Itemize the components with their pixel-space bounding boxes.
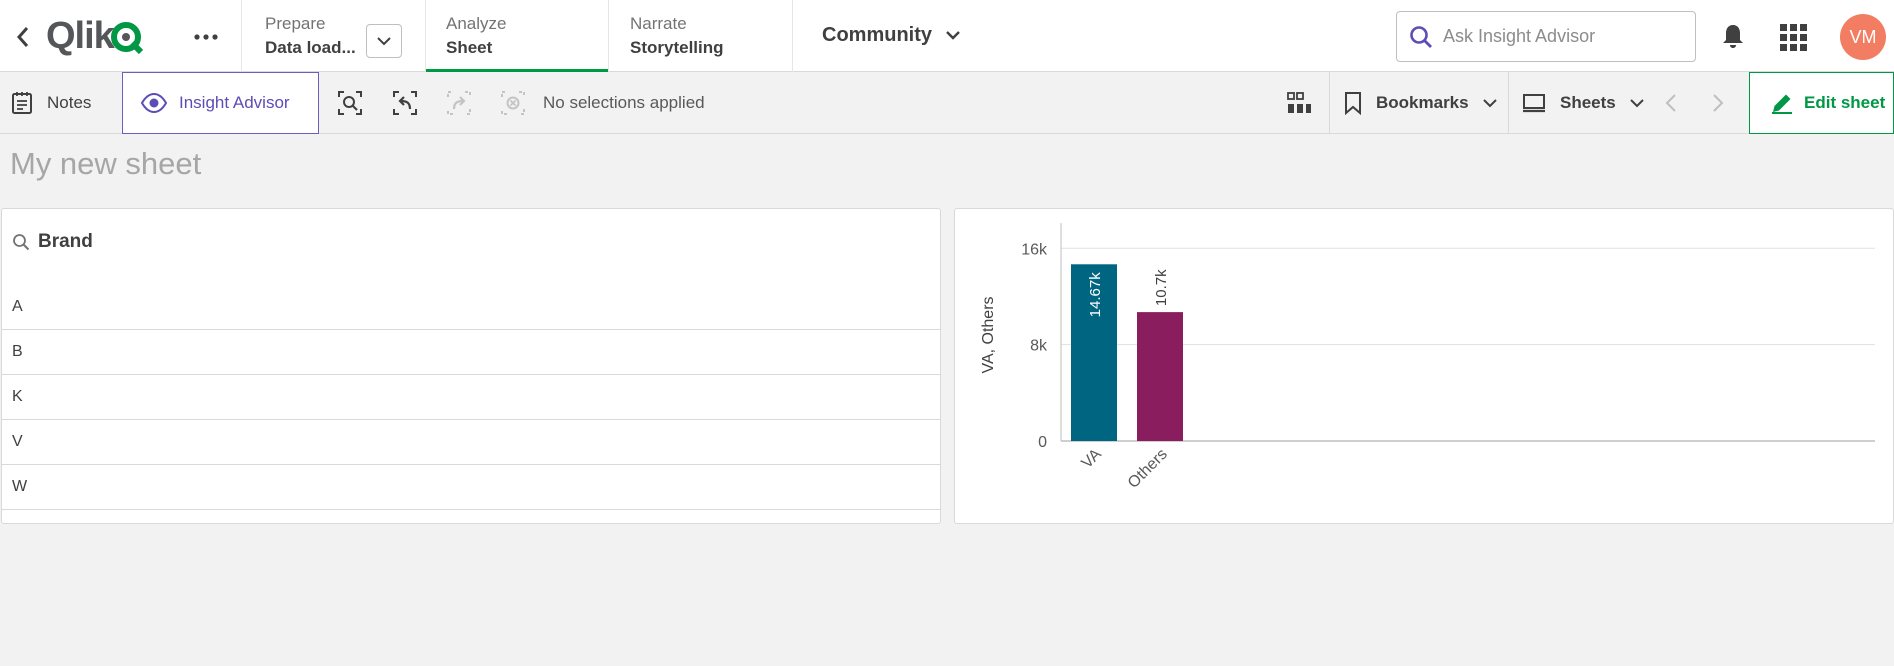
bookmarks-label: Bookmarks	[1376, 93, 1469, 112]
x-tick-label: Others	[1125, 446, 1171, 492]
edit-sheet-label: Edit sheet	[1804, 93, 1886, 112]
sheets-label: Sheets	[1560, 93, 1616, 112]
tab-analyze-value: Sheet	[446, 38, 493, 57]
edit-sheet-button[interactable]: Edit sheet	[1749, 72, 1894, 134]
tab-analyze[interactable]: Analyze Sheet	[426, 0, 608, 72]
tab-narrate-value: Storytelling	[630, 38, 724, 57]
filter-title: Brand	[38, 231, 93, 252]
bookmarks-button[interactable]: Bookmarks	[1344, 72, 1497, 134]
clear-selections-icon[interactable]	[498, 88, 528, 118]
nav-divider	[792, 0, 793, 72]
previous-sheet-icon[interactable]	[1656, 88, 1686, 118]
list-item[interactable]: K	[2, 375, 940, 420]
tab-prepare-value: Data load...	[265, 38, 356, 57]
selection-status: No selections applied	[543, 93, 705, 112]
list-item[interactable]: A	[2, 285, 940, 330]
bar-chart[interactable]: 0 8k 16k VA, Others 14.67k VA 10.7k Others	[955, 209, 1893, 523]
list-item-label: B	[12, 343, 23, 360]
chevron-down-icon	[1482, 98, 1497, 107]
list-item-label: W	[12, 478, 28, 495]
avatar[interactable]: VM	[1840, 14, 1886, 60]
insight-advisor-eye-icon	[141, 93, 167, 113]
smart-search-icon[interactable]	[335, 88, 365, 118]
list-item-label: K	[12, 388, 23, 405]
qlik-logo[interactable]: Qlik	[46, 12, 144, 60]
data-label: 10.7k	[1153, 269, 1170, 306]
back-icon[interactable]	[10, 22, 36, 52]
chevron-down-icon	[946, 31, 960, 40]
filter-header[interactable]: Brand	[12, 231, 93, 253]
y-tick-label: 16k	[1021, 241, 1048, 258]
toolbar-divider	[1508, 72, 1509, 134]
nav-divider	[241, 0, 242, 72]
search-icon	[1410, 25, 1432, 48]
bar-va[interactable]	[1071, 264, 1117, 441]
y-axis-title: VA, Others	[980, 296, 997, 373]
pencil-icon	[1772, 94, 1792, 114]
step-forward-icon[interactable]	[444, 88, 474, 118]
step-back-icon[interactable]	[390, 88, 420, 118]
notifications-bell-icon[interactable]	[1718, 20, 1748, 52]
tab-prepare[interactable]: Prepare Data load...	[245, 0, 425, 72]
apps-grid-icon[interactable]	[1778, 22, 1808, 52]
space-name: Community	[822, 24, 932, 46]
tab-narrate-label: Narrate	[630, 14, 687, 33]
nav-divider	[425, 0, 426, 72]
list-item[interactable]: B	[2, 330, 940, 375]
insight-advisor-button[interactable]: Insight Advisor	[122, 72, 319, 134]
chevron-down-icon	[377, 36, 391, 45]
search-input[interactable]	[1443, 26, 1683, 47]
list-item[interactable]: V	[2, 420, 940, 465]
list-item[interactable]: W	[2, 465, 940, 510]
top-navigation-bar: Qlik Prepare Data load... Analyze Sheet …	[0, 0, 1894, 72]
search-icon	[13, 234, 30, 251]
list-item-label: V	[12, 433, 23, 450]
sheets-button[interactable]: Sheets	[1522, 72, 1644, 134]
data-label: 14.67k	[1087, 272, 1104, 318]
sheets-icon	[1523, 94, 1545, 113]
notes-label: Notes	[47, 93, 92, 112]
nav-divider	[608, 0, 609, 72]
brand-filter-pane[interactable]: Brand A B K V W	[1, 208, 941, 524]
list-item-label: A	[12, 298, 23, 315]
tab-prepare-label: Prepare	[265, 14, 326, 33]
y-tick-label: 8k	[1030, 338, 1048, 355]
page-title: My new sheet	[10, 146, 202, 181]
bar-others[interactable]	[1137, 312, 1183, 441]
avatar-initials: VM	[1849, 26, 1877, 47]
toolbar-divider	[1329, 72, 1330, 134]
space-selector[interactable]: Community	[822, 24, 960, 47]
notes-button[interactable]: Notes	[11, 72, 91, 134]
logo-text: Qlik	[46, 14, 115, 57]
filter-list: A B K V W	[2, 285, 940, 510]
bar-chart-panel[interactable]: 0 8k 16k VA, Others 14.67k VA 10.7k Others	[954, 208, 1894, 524]
tab-narrate[interactable]: Narrate Storytelling	[610, 0, 792, 72]
chevron-down-icon	[1630, 98, 1644, 107]
insight-search-box[interactable]	[1396, 11, 1696, 62]
x-tick-label: VA	[1079, 446, 1106, 473]
next-sheet-icon[interactable]	[1703, 88, 1733, 118]
more-options-icon[interactable]	[188, 22, 224, 52]
prepare-dropdown-button[interactable]	[366, 24, 402, 58]
tab-analyze-label: Analyze	[446, 14, 507, 33]
notes-icon	[12, 92, 32, 114]
insight-advisor-label: Insight Advisor	[179, 93, 290, 112]
logo-q-icon	[110, 22, 143, 55]
sheet-layout-icon[interactable]	[1284, 88, 1314, 118]
y-tick-label: 0	[1038, 434, 1047, 451]
bookmark-icon	[1345, 92, 1361, 115]
sheet-toolbar: Notes Insight Advisor No selections appl…	[0, 72, 1894, 134]
